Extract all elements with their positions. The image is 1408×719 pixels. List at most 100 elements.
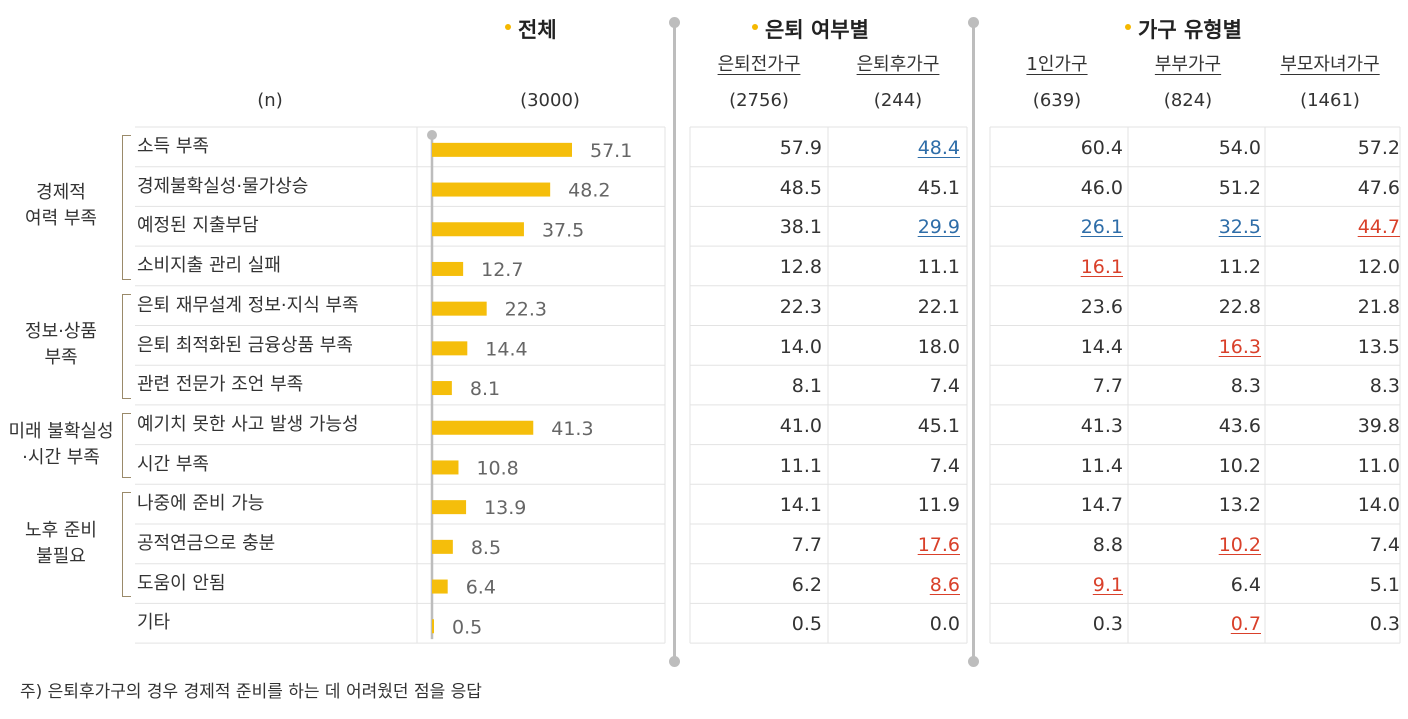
table-cell: 18.0 bbox=[917, 335, 960, 358]
footnote: 주) 은퇴후가구의 경우 경제적 준비를 하는 데 어려웠던 점을 응답 bbox=[20, 682, 482, 702]
table-cell: 8.3 bbox=[1369, 375, 1400, 398]
table-cell: 32.5 bbox=[1218, 216, 1261, 239]
bar-value-label: 14.4 bbox=[485, 338, 527, 360]
row-label: 소득 부족 bbox=[137, 136, 209, 157]
n-pre: (2756) bbox=[729, 90, 789, 111]
row-label: 예기치 못한 사고 발생 가능성 bbox=[137, 413, 359, 435]
table-cell: 8.8 bbox=[1092, 534, 1123, 556]
n-post: (244) bbox=[873, 90, 923, 111]
row-label: 기타 bbox=[137, 612, 171, 634]
table-cell: 8.3 bbox=[1230, 375, 1261, 398]
table-cell: 41.0 bbox=[779, 414, 822, 437]
table-cell: 0.3 bbox=[1092, 613, 1123, 636]
bar bbox=[432, 500, 467, 515]
divider-dot-icon bbox=[968, 656, 979, 667]
table-cell: 14.7 bbox=[1080, 494, 1123, 517]
table-cell: 7.4 bbox=[929, 375, 960, 398]
group-label: 정보·상품 부족 bbox=[25, 321, 97, 369]
col-label-pre: 은퇴전가구 bbox=[717, 54, 801, 75]
table-cell: 14.1 bbox=[779, 494, 822, 517]
row-label: 소비지출 관리 실패 bbox=[137, 255, 281, 277]
table-cell: 0.5 bbox=[791, 613, 822, 636]
group-bracket bbox=[122, 492, 131, 598]
bar-value-label: 10.8 bbox=[476, 457, 518, 479]
table-cell: 11.0 bbox=[1357, 454, 1400, 477]
divider-dot-icon bbox=[968, 17, 979, 28]
row-label: 시간 부족 bbox=[137, 453, 209, 475]
axis-dot-icon bbox=[427, 130, 437, 140]
col-label-single: 1인가구 bbox=[1026, 54, 1088, 75]
bar bbox=[432, 381, 452, 396]
col-label-family: 부모자녀가구 bbox=[1280, 54, 1380, 75]
bar bbox=[432, 420, 534, 435]
bar-value-label: 6.4 bbox=[466, 577, 496, 599]
bullet-dot-icon bbox=[505, 24, 511, 30]
bar bbox=[432, 142, 572, 157]
table-cell: 22.8 bbox=[1218, 295, 1261, 318]
table-cell: 11.9 bbox=[917, 494, 960, 517]
table-cell: 22.1 bbox=[917, 295, 960, 318]
table-cell: 7.4 bbox=[1369, 534, 1400, 556]
table-cell: 17.6 bbox=[917, 534, 960, 556]
bar-value-label: 8.1 bbox=[470, 378, 500, 400]
group-bracket bbox=[122, 135, 131, 280]
table-cell: 8.1 bbox=[791, 375, 822, 398]
group-label: 미래 불확실성 ·시간 부족 bbox=[8, 420, 114, 468]
table-cell: 12.8 bbox=[779, 256, 822, 279]
bullet-dot-icon bbox=[1125, 24, 1131, 30]
table-cell: 7.7 bbox=[791, 534, 822, 556]
table-cell: 0.3 bbox=[1369, 613, 1400, 636]
bar bbox=[432, 619, 434, 634]
table-cell: 57.9 bbox=[779, 137, 822, 159]
bar bbox=[432, 222, 524, 237]
table-cell: 14.0 bbox=[1357, 494, 1400, 517]
table-cell: 44.7 bbox=[1357, 216, 1400, 239]
table-cell: 39.8 bbox=[1357, 414, 1400, 437]
bar-value-label: 57.1 bbox=[590, 140, 632, 162]
bar-value-label: 0.5 bbox=[452, 616, 482, 638]
table-cell: 7.7 bbox=[1092, 375, 1123, 398]
table-cell: 6.2 bbox=[791, 573, 822, 596]
bar bbox=[432, 182, 551, 197]
header-household: 가구 유형별 bbox=[1125, 14, 1242, 44]
table-cell: 57.2 bbox=[1357, 137, 1400, 159]
bar-value-label: 41.3 bbox=[551, 418, 593, 440]
row-label: 공적연금으로 충분 bbox=[137, 533, 276, 554]
table-cell: 0.7 bbox=[1230, 613, 1261, 636]
table-cell: 41.3 bbox=[1080, 414, 1123, 437]
table-cell: 11.4 bbox=[1080, 454, 1123, 477]
bar bbox=[432, 460, 459, 475]
divider-dot-icon bbox=[669, 656, 680, 667]
table-cell: 21.8 bbox=[1357, 295, 1400, 318]
bar-value-label: 13.9 bbox=[484, 497, 526, 519]
table-cell: 7.4 bbox=[929, 454, 960, 477]
divider-dot-icon bbox=[669, 17, 680, 28]
divider-left bbox=[673, 22, 676, 663]
row-label: 나중에 준비 가능 bbox=[137, 493, 265, 515]
table-cell: 46.0 bbox=[1080, 176, 1123, 199]
table-cell: 45.1 bbox=[917, 414, 960, 437]
row-label: 도움이 안됨 bbox=[137, 572, 226, 594]
table-cell: 11.1 bbox=[917, 256, 960, 279]
table-cell: 14.4 bbox=[1080, 335, 1123, 358]
bar bbox=[432, 341, 468, 356]
bar-value-label: 37.5 bbox=[542, 219, 584, 241]
bar-value-label: 12.7 bbox=[481, 259, 523, 281]
row-label: 은퇴 재무설계 정보·지식 부족 bbox=[137, 294, 359, 316]
row-label: 경제불확실성·물가상승 bbox=[137, 175, 309, 197]
table-cell: 38.1 bbox=[779, 216, 822, 239]
table-cell: 47.6 bbox=[1357, 176, 1400, 199]
divider-right bbox=[972, 22, 975, 663]
bar bbox=[432, 579, 448, 594]
table-cell: 12.0 bbox=[1357, 256, 1400, 279]
table-cell: 13.5 bbox=[1357, 335, 1400, 358]
table-cell: 14.0 bbox=[779, 335, 822, 358]
group-bracket bbox=[122, 293, 131, 399]
table-cell: 54.0 bbox=[1218, 137, 1261, 159]
table-cell: 23.6 bbox=[1080, 295, 1123, 318]
bar-value-label: 22.3 bbox=[505, 299, 547, 321]
row-label: 관련 전문가 조언 부족 bbox=[137, 374, 304, 396]
bar bbox=[432, 301, 487, 316]
table-cell: 43.6 bbox=[1218, 414, 1261, 437]
